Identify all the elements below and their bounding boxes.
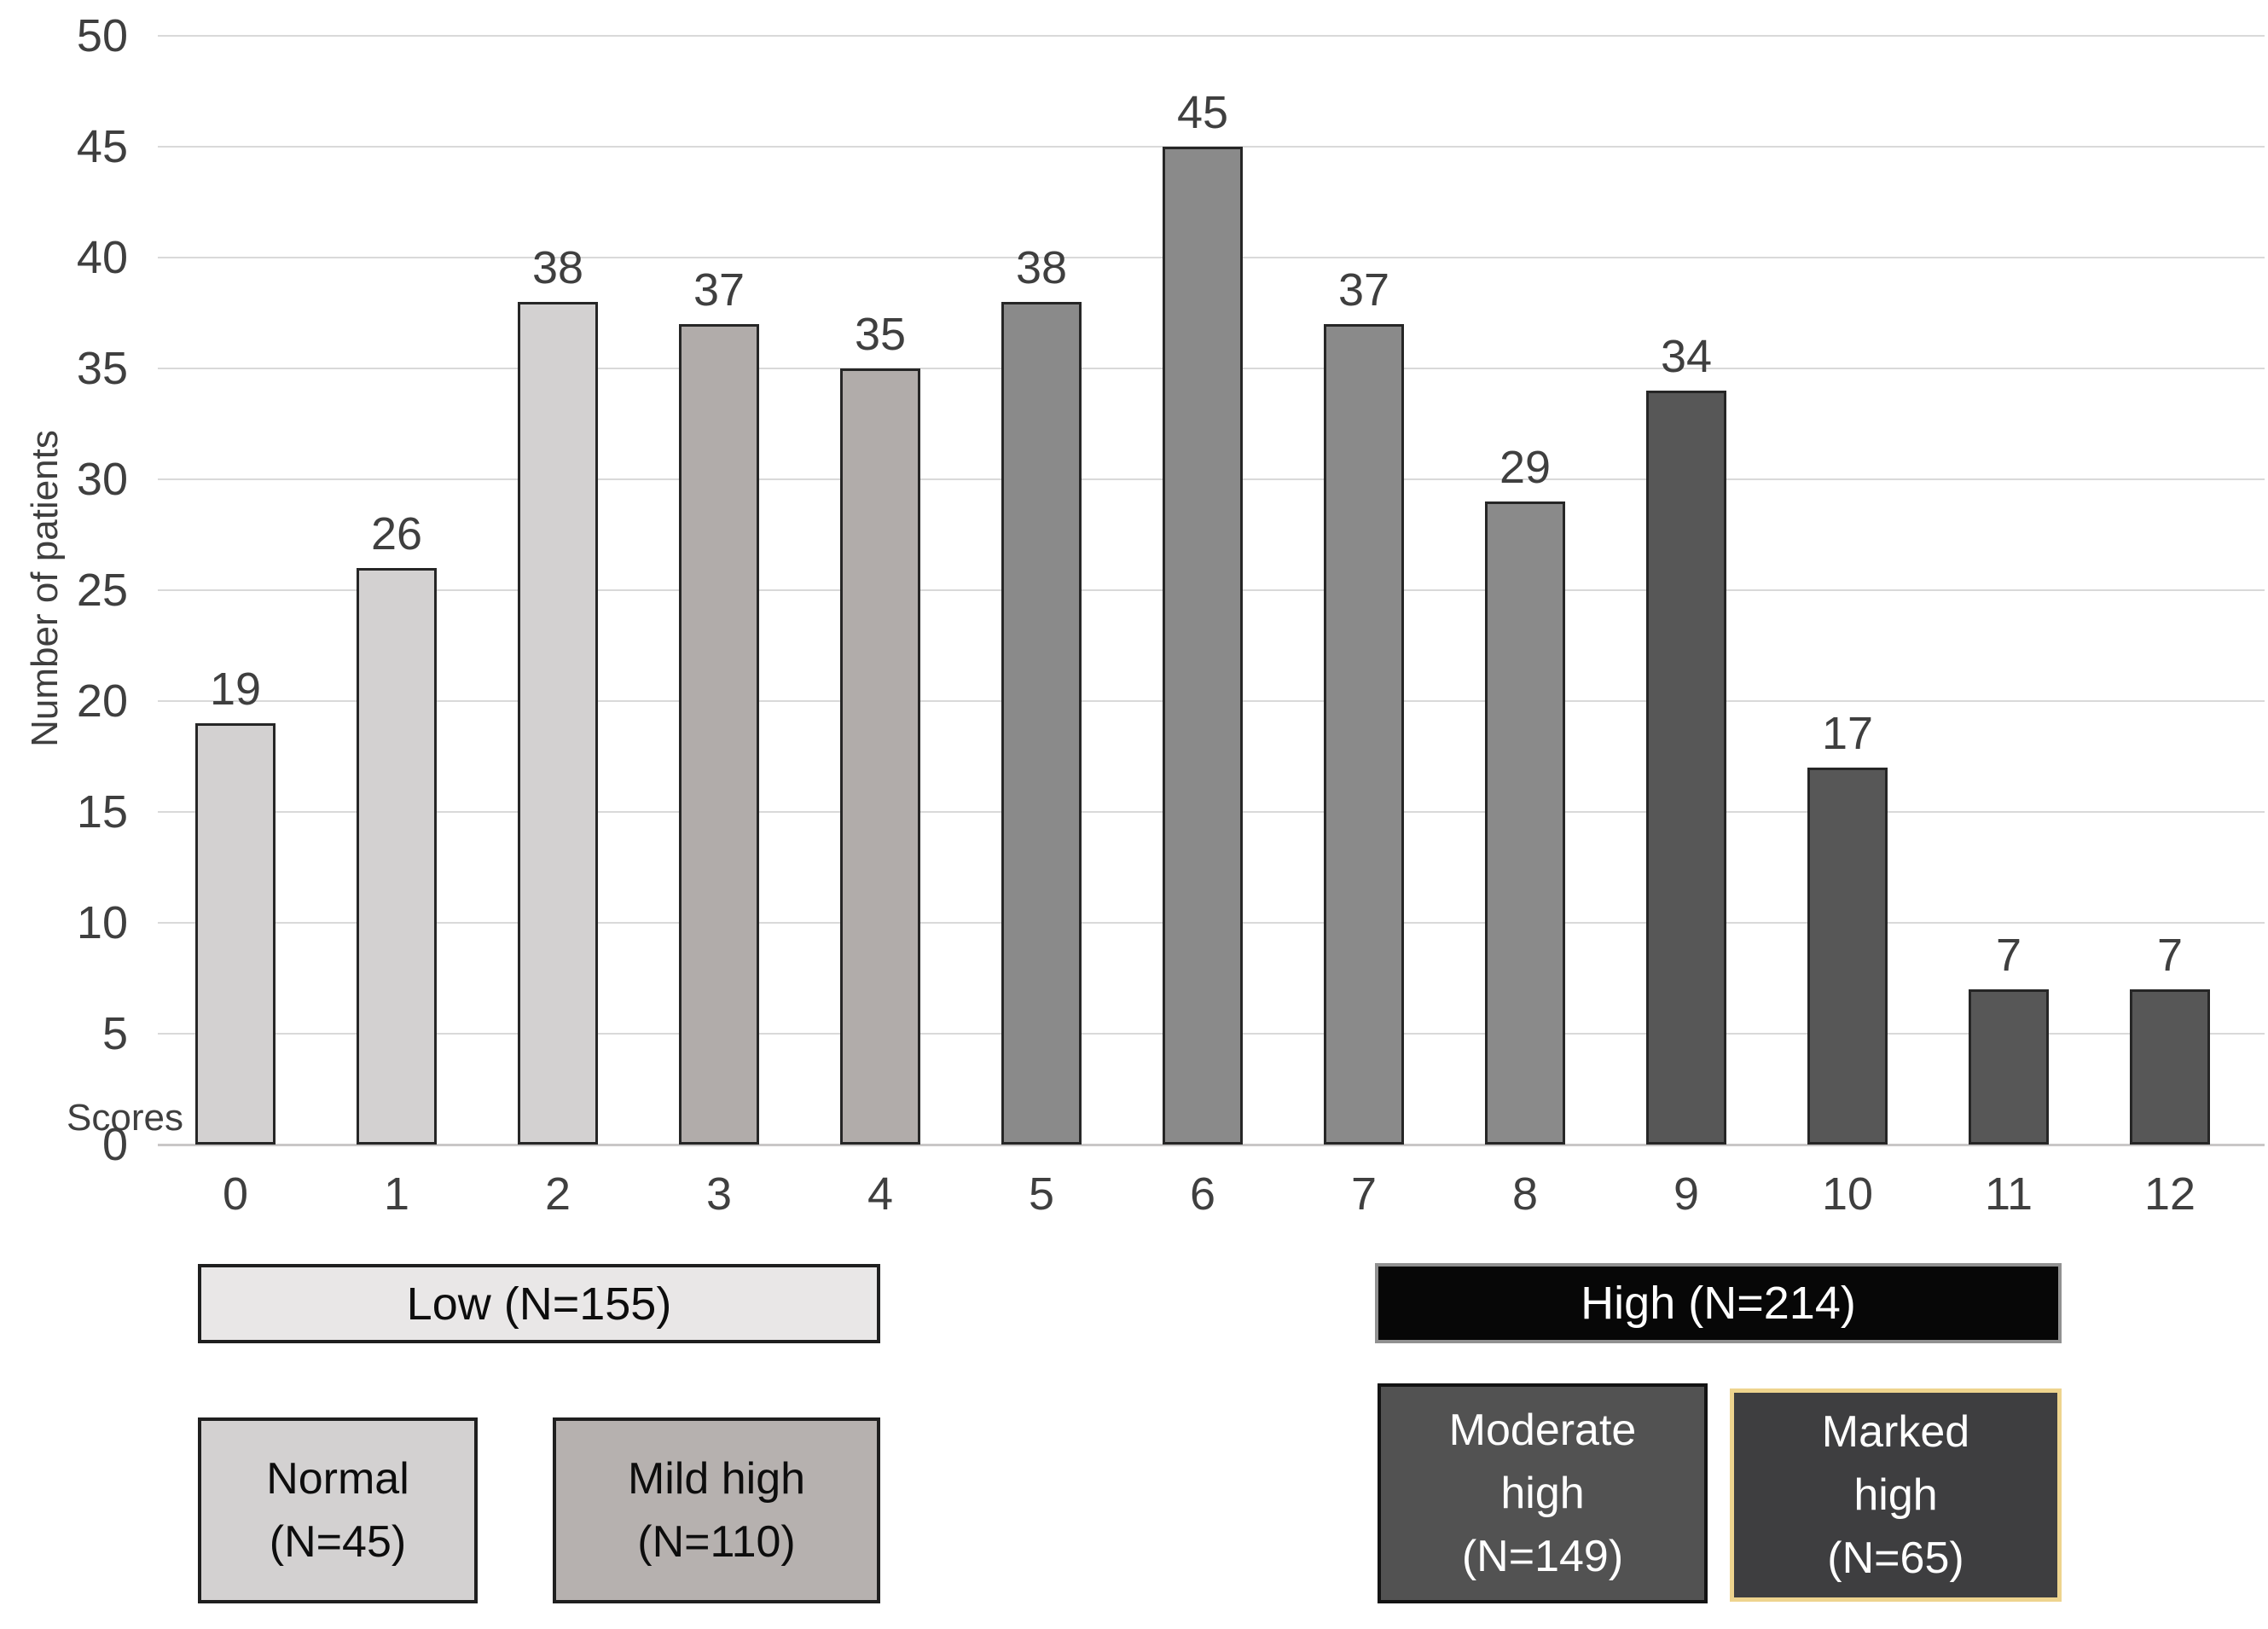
x-axis-tick-label: 6	[1189, 1168, 1216, 1220]
bar-score-10	[1807, 768, 1888, 1145]
legend-box-moderate-high: Moderate high (N=149)	[1378, 1383, 1708, 1603]
y-axis-tick-label: 5	[102, 1008, 128, 1059]
bar-value-label: 38	[531, 242, 584, 293]
legend-label-low: Low (N=155)	[406, 1278, 672, 1330]
bar-value-label: 7	[2156, 930, 2184, 981]
bar-value-label: 34	[1660, 331, 1713, 382]
legend-box-mild-high: Mild high (N=110)	[553, 1417, 880, 1603]
x-axis-tick-label: 11	[1984, 1168, 2033, 1220]
bar-score-9	[1646, 391, 1726, 1145]
y-axis-tick-label: 30	[76, 454, 128, 505]
bar-score-8	[1485, 501, 1565, 1145]
x-axis-tick-label: 8	[1511, 1168, 1539, 1220]
bar-value-label: 37	[693, 264, 745, 316]
legend-box-marked-high: Marked high (N=65)	[1730, 1388, 2062, 1602]
legend-label-normal: Normal (N=45)	[266, 1454, 409, 1567]
legend-label-high: High (N=214)	[1581, 1278, 1856, 1329]
legend-box-normal: Normal (N=45)	[198, 1417, 478, 1603]
bar-value-label: 37	[1337, 264, 1390, 316]
x-axis-tick-label: 0	[222, 1168, 249, 1220]
y-axis-tick-label: 45	[76, 121, 128, 172]
bar-value-label: 17	[1821, 708, 1874, 759]
x-axis-tick-label: 3	[705, 1168, 733, 1220]
x-axis-tick-label: 2	[544, 1168, 571, 1220]
x-axis-line	[158, 1144, 2265, 1146]
y-axis-tick-label: 10	[76, 897, 128, 948]
bar-value-label: 29	[1499, 442, 1552, 493]
bar-value-label: 7	[1995, 930, 2022, 981]
bar-score-1	[357, 568, 437, 1145]
bar-score-12	[2130, 989, 2210, 1145]
bar-score-11	[1969, 989, 2049, 1145]
bar-score-2	[518, 302, 598, 1145]
bar-score-5	[1001, 302, 1082, 1145]
bar-value-label: 19	[209, 664, 262, 715]
legend-label-mild-high: Mild high (N=110)	[627, 1454, 806, 1567]
y-axis-tick-label: 20	[76, 675, 128, 727]
x-axis-tick-label: 4	[867, 1168, 894, 1220]
gridline	[158, 35, 2265, 37]
x-axis-tick-label: 7	[1350, 1168, 1378, 1220]
y-axis-tick-label: 15	[76, 786, 128, 838]
legend-label-moderate-high: Moderate high (N=149)	[1448, 1406, 1637, 1581]
x-axis-tick-label: 1	[383, 1168, 410, 1220]
bar-value-label: 26	[370, 508, 423, 559]
bar-score-0	[195, 723, 276, 1145]
bar-score-6	[1163, 147, 1243, 1145]
bar-value-label: 38	[1015, 242, 1068, 293]
bar-value-label: 45	[1176, 87, 1229, 138]
x-axis-tick-label: 12	[2143, 1168, 2196, 1220]
x-axis-tick-label: 10	[1821, 1168, 1874, 1220]
legend-box-high: High (N=214)	[1375, 1263, 2062, 1343]
x-axis-title: Scores	[67, 1097, 183, 1139]
y-axis-tick-label: 35	[76, 343, 128, 394]
bar-value-label: 35	[854, 309, 907, 360]
bar-score-4	[840, 368, 920, 1145]
y-axis-tick-label: 40	[76, 232, 128, 283]
y-axis-tick-label: 50	[76, 10, 128, 61]
y-axis-tick-label: 25	[76, 565, 128, 616]
x-axis-tick-label: 5	[1028, 1168, 1055, 1220]
bar-score-3	[679, 324, 759, 1145]
legend-box-low: Low (N=155)	[198, 1264, 880, 1343]
legend-label-marked-high: Marked high (N=65)	[1821, 1407, 1970, 1583]
bar-score-7	[1324, 324, 1404, 1145]
y-axis-tick-label: 0	[102, 1119, 128, 1170]
x-axis-tick-label: 9	[1673, 1168, 1700, 1220]
